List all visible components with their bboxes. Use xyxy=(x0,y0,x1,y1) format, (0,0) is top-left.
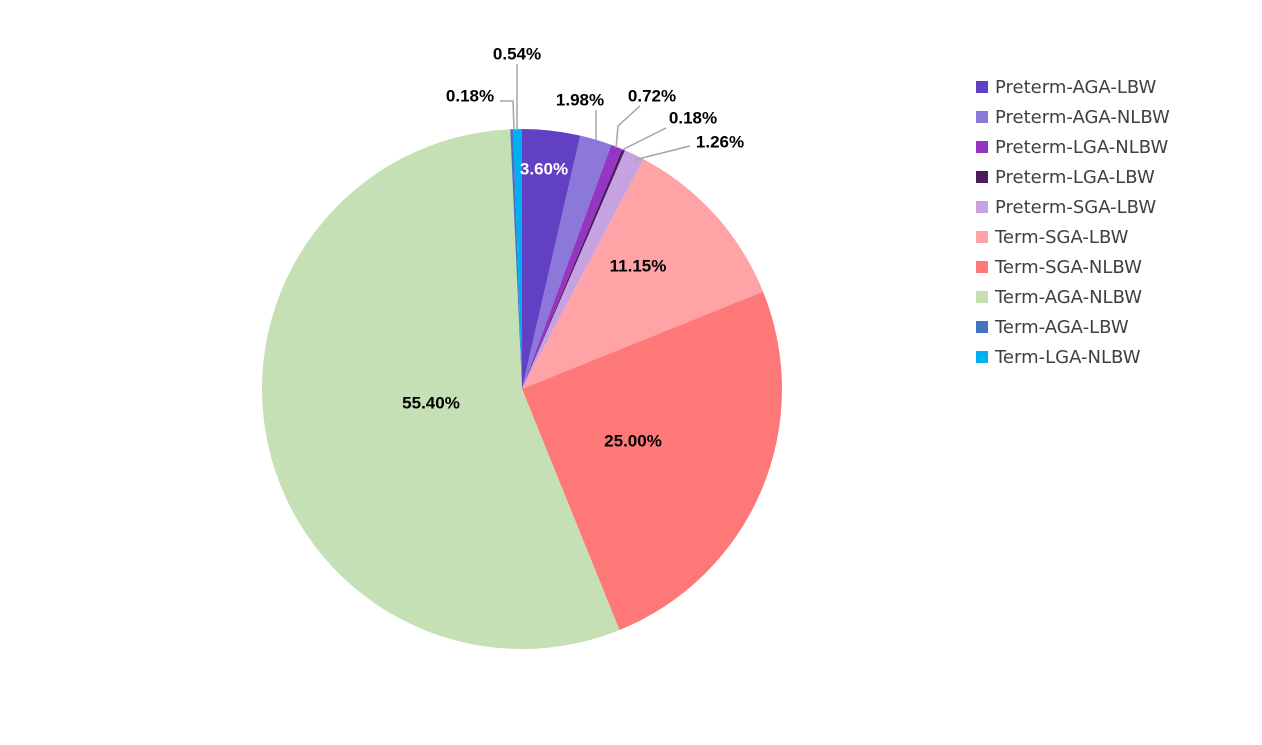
pie-slice-term-aga-nlbw xyxy=(261,129,620,650)
legend-label: Preterm-LGA-LBW xyxy=(995,166,1155,188)
legend-swatch xyxy=(976,321,988,333)
data-label-term-aga-lbw: 0.18% xyxy=(446,86,494,105)
data-label-preterm-lga-lbw: 0.18% xyxy=(669,108,717,127)
legend-label: Preterm-AGA-LBW xyxy=(995,76,1157,98)
pie-slice-term-aga-lbw xyxy=(510,129,522,390)
legend-item-preterm-aga-lbw: Preterm-AGA-LBW xyxy=(976,72,1170,102)
pie-slice-preterm-aga-lbw xyxy=(522,129,581,389)
pie-slice-preterm-lga-nlbw xyxy=(522,144,623,389)
pie-slice-term-lga-nlbw xyxy=(513,129,522,389)
data-label-preterm-aga-lbw: 3.60% xyxy=(520,159,568,178)
pie-slices xyxy=(261,129,782,650)
pie-slice-preterm-sga-lbw xyxy=(522,150,644,389)
legend-item-term-lga-nlbw: Term-LGA-NLBW xyxy=(976,342,1170,372)
legend-item-term-sga-nlbw: Term-SGA-NLBW xyxy=(976,252,1170,282)
data-label-preterm-lga-nlbw: 0.72% xyxy=(628,86,676,105)
legend-label: Preterm-SGA-LBW xyxy=(995,196,1157,218)
legend-label: Term-AGA-NLBW xyxy=(995,286,1143,308)
legend-swatch xyxy=(976,201,988,213)
legend-item-term-aga-lbw: Term-AGA-LBW xyxy=(976,312,1170,342)
leader-line-preterm-sga-lbw xyxy=(633,145,691,161)
data-label-preterm-sga-lbw: 1.26% xyxy=(696,132,744,151)
legend-swatch xyxy=(976,141,988,153)
leader-line-preterm-lga-nlbw xyxy=(615,105,641,149)
leader-lines xyxy=(500,64,691,161)
legend-item-preterm-sga-lbw: Preterm-SGA-LBW xyxy=(976,192,1170,222)
legend-label: Term-LGA-NLBW xyxy=(995,346,1141,368)
legend-item-term-sga-lbw: Term-SGA-LBW xyxy=(976,222,1170,252)
legend-swatch xyxy=(976,81,988,93)
leader-line-preterm-lga-lbw xyxy=(621,127,667,151)
legend-swatch xyxy=(976,291,988,303)
data-label-term-sga-nlbw: 25.00% xyxy=(604,431,662,450)
legend-swatch xyxy=(976,261,988,273)
pie-slice-term-sga-nlbw xyxy=(522,291,782,631)
data-label-term-lga-nlbw: 0.54% xyxy=(493,44,541,63)
slice-labels: 3.60% 1.98% 0.72% 0.18% 1.26% 11.15% 25.00% 55.… xyxy=(402,44,744,450)
legend-swatch xyxy=(976,351,988,363)
legend-label: Preterm-LGA-NLBW xyxy=(995,136,1169,158)
legend-item-preterm-aga-nlbw: Preterm-AGA-NLBW xyxy=(976,102,1170,132)
leader-line-term-aga-lbw xyxy=(500,100,515,131)
legend: Preterm-AGA-LBW Preterm-AGA-NLBW Preterm… xyxy=(976,72,1170,372)
legend-label: Term-AGA-LBW xyxy=(995,316,1129,338)
legend-item-preterm-lga-lbw: Preterm-LGA-LBW xyxy=(976,162,1170,192)
legend-swatch xyxy=(976,111,988,123)
data-label-term-sga-lbw: 11.15% xyxy=(610,256,667,275)
legend-item-term-aga-nlbw: Term-AGA-NLBW xyxy=(976,282,1170,312)
legend-swatch xyxy=(976,171,988,183)
legend-label: Term-SGA-LBW xyxy=(995,226,1129,248)
legend-label: Preterm-AGA-NLBW xyxy=(995,106,1170,128)
pie-slice-preterm-lga-lbw xyxy=(522,149,625,389)
data-label-term-aga-nlbw: 55.40% xyxy=(402,393,460,412)
legend-item-preterm-lga-nlbw: Preterm-LGA-NLBW xyxy=(976,132,1170,162)
legend-label: Term-SGA-NLBW xyxy=(995,256,1142,278)
legend-swatch xyxy=(976,231,988,243)
pie-slice-term-sga-lbw xyxy=(522,159,764,389)
data-label-preterm-aga-nlbw: 1.98% xyxy=(556,90,604,109)
pie-slice-preterm-aga-nlbw xyxy=(522,135,612,389)
